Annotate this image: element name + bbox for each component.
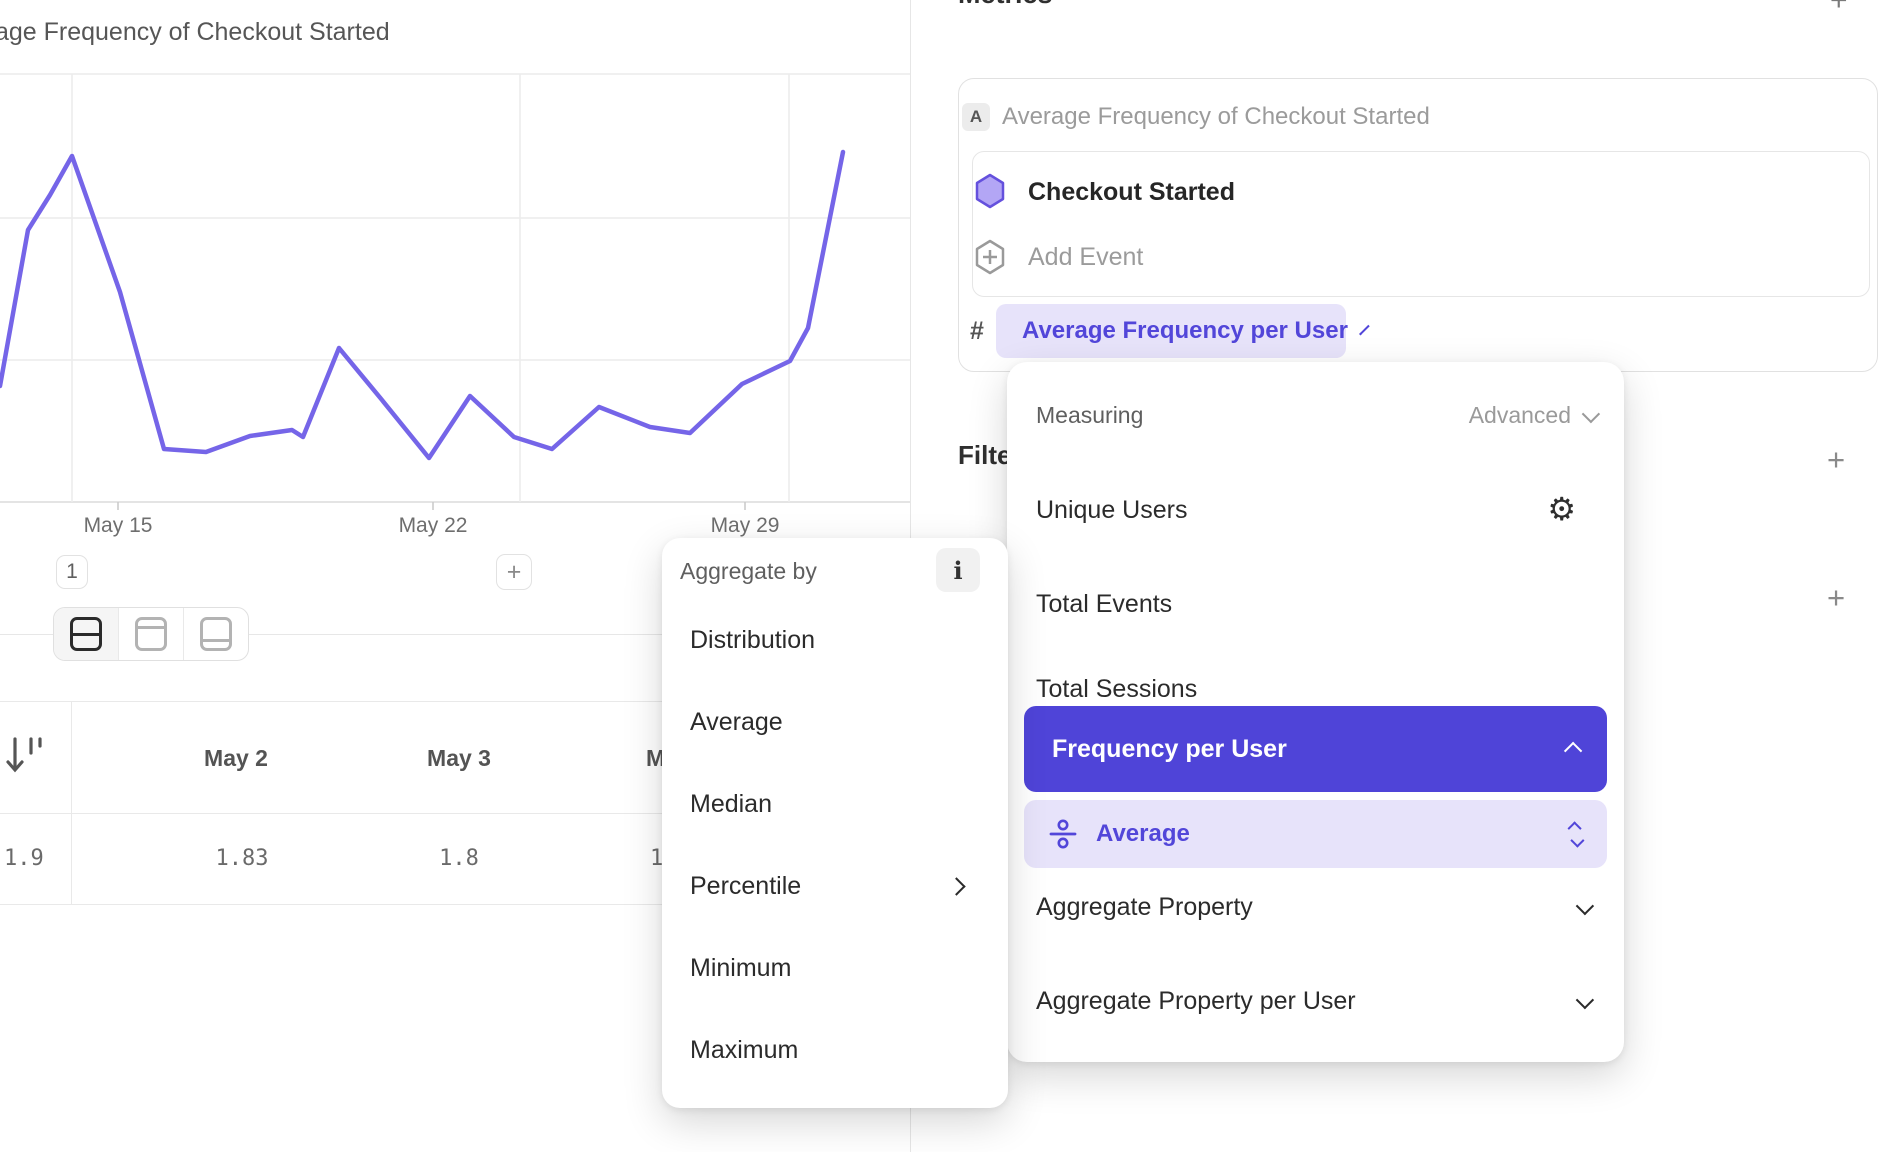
aggregate-menu-title: Aggregate by (680, 558, 817, 584)
collapsed-item-label: Aggregate Property (1036, 893, 1253, 921)
top-pane-icon (135, 617, 167, 651)
advanced-label: Advanced (1468, 402, 1571, 428)
advanced-toggle[interactable]: Advanced (1468, 402, 1601, 429)
x-axis-tick-label: May 22 (398, 514, 468, 537)
x-axis-tick-label: May 15 (83, 514, 153, 537)
menu-item-frequency-per-user-selected[interactable]: Frequency per User (1024, 706, 1607, 792)
series-letter: A (969, 107, 983, 126)
plus-icon: + (506, 557, 522, 586)
menu-item-percentile[interactable]: Percentile (690, 872, 802, 900)
table-cell: 1.83 (215, 846, 269, 871)
aggregate-by-dropdown-menu: Aggregate by i Distribution Average Medi… (662, 538, 1008, 1108)
menu-item-minimum[interactable]: Minimum (690, 954, 792, 982)
menu-item-median[interactable]: Median (690, 790, 772, 818)
bottom-pane-icon (200, 617, 232, 651)
event-hexagon-icon (975, 173, 1005, 209)
table-cell-clipped: 1 (650, 846, 664, 871)
chevron-down-icon (1575, 896, 1595, 916)
x-axis-tick-label: May 29 (710, 514, 780, 537)
sort-descending-icon[interactable] (6, 733, 46, 779)
split-view-icon (70, 617, 102, 651)
metric-name-input[interactable]: Average Frequency of Checkout Started (1002, 103, 1430, 130)
layout-table-only-button[interactable] (184, 608, 248, 660)
add-breakdown-button[interactable]: + (1827, 580, 1846, 615)
table-column-divider (71, 701, 72, 904)
menu-item-distribution[interactable]: Distribution (690, 626, 816, 654)
series-letter-badge: A (962, 103, 990, 131)
add-chart-annotation-button[interactable]: + (496, 554, 532, 590)
metrics-section-title: Metrics (958, 0, 1053, 10)
chevron-up-down-icon (1567, 820, 1585, 848)
line-chart[interactable] (0, 0, 910, 540)
chevron-up-icon (1563, 741, 1583, 760)
gear-icon[interactable]: ⚙ (1547, 491, 1576, 527)
add-metric-button[interactable]: + (1830, 0, 1848, 17)
segment-count-label: 1 (66, 560, 78, 583)
table-cell-clipped: 1.9 (4, 846, 44, 871)
segment-count-button[interactable]: 1 (56, 555, 88, 589)
layout-chart-only-button[interactable] (119, 608, 184, 660)
menu-item-aggregate-property[interactable]: Aggregate Property (1036, 893, 1595, 922)
layout-split-view-button[interactable] (54, 608, 119, 660)
table-header-cell[interactable]: May 2 (204, 745, 268, 771)
layout-toggle-group (53, 607, 249, 661)
table-row-border (0, 904, 910, 905)
info-icon[interactable]: i (936, 548, 980, 592)
chart-table-divider (0, 634, 910, 635)
measurement-label: Average Frequency per User (1022, 317, 1348, 344)
add-event-hexagon-icon[interactable] (974, 239, 1006, 275)
collapsed-item-label: Aggregate Property per User (1036, 987, 1356, 1015)
menu-item-average[interactable]: Average (690, 708, 783, 736)
selected-item-label: Frequency per User (1052, 734, 1287, 763)
event-card (972, 151, 1870, 297)
info-glyph: i (953, 555, 963, 585)
subitem-label: Average (1096, 820, 1190, 847)
menu-item-total-events[interactable]: Total Events (1036, 590, 1173, 618)
numeric-measure-prefix: # (970, 317, 984, 345)
table-top-border (0, 701, 910, 702)
table-header-border (0, 813, 910, 814)
menu-item-total-sessions[interactable]: Total Sessions (1036, 675, 1198, 703)
chevron-down-icon (1581, 404, 1601, 424)
add-filter-button[interactable]: + (1827, 442, 1846, 477)
table-header-cell[interactable]: May 3 (427, 745, 491, 771)
chevron-right-icon (947, 877, 966, 896)
add-event-button[interactable]: Add Event (1028, 243, 1144, 271)
event-name[interactable]: Checkout Started (1028, 178, 1235, 206)
menu-item-unique-users[interactable]: Unique Users (1036, 496, 1188, 524)
measuring-dropdown-menu: Measuring Advanced Unique Users ⚙ Total … (1007, 362, 1624, 1062)
menu-item-maximum[interactable]: Maximum (690, 1036, 799, 1064)
chevron-down-icon (1575, 990, 1595, 1010)
menu-subitem-average[interactable]: Average (1024, 800, 1607, 868)
average-divide-icon (1049, 819, 1077, 849)
table-header-cell-clipped[interactable]: M (646, 745, 666, 771)
measuring-menu-title: Measuring (1036, 402, 1144, 428)
menu-item-aggregate-property-per-user[interactable]: Aggregate Property per User (1036, 987, 1595, 1016)
measurement-dropdown-button[interactable]: Average Frequency per User (996, 304, 1370, 358)
chart-title: Average Frequency of Checkout Started (0, 18, 390, 46)
table-cell: 1.8 (439, 846, 479, 871)
